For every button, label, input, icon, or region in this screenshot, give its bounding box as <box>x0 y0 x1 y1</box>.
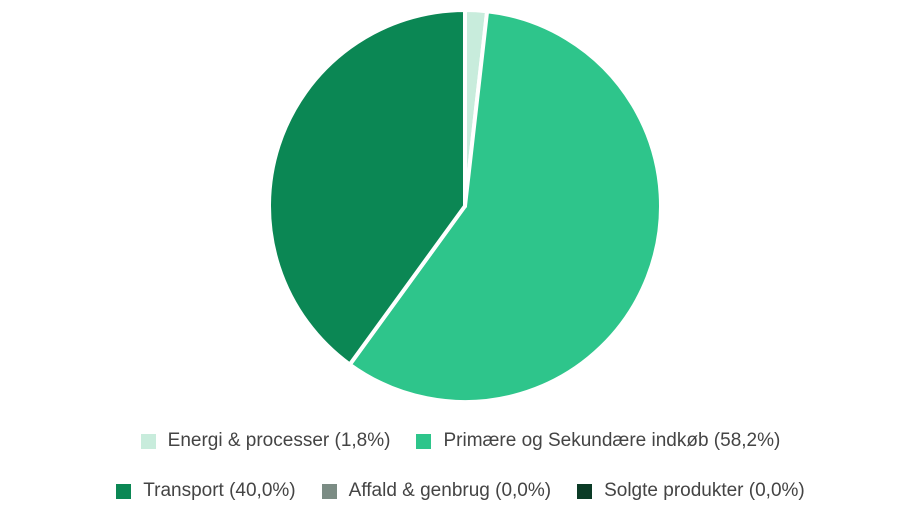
pie-slice <box>267 8 467 367</box>
legend-swatch <box>140 433 156 449</box>
pie <box>267 8 663 404</box>
legend-item: Primære og Sekundære indkøb (58,2%) <box>416 430 780 452</box>
legend-row: Transport (40,0%) Affald & genbrug (0,0%)… <box>0 480 921 502</box>
legend-item: Solgte produkter (0,0%) <box>577 480 805 502</box>
legend-label: Primære og Sekundære indkøb (58,2%) <box>443 430 781 451</box>
legend-label: Affald & genbrug (0,0%) <box>348 480 552 501</box>
legend-label: Energi & processer (1,8%) <box>167 430 391 451</box>
legend-item: Energi & processer (1,8%) <box>140 430 391 452</box>
legend-row: Energi & processer (1,8%) Primære og Seku… <box>0 430 921 452</box>
legend-label: Transport (40,0%) <box>143 480 296 501</box>
legend-swatch <box>321 483 337 499</box>
legend-item: Transport (40,0%) <box>116 480 296 502</box>
pie-slice <box>347 9 663 404</box>
legend-item: Affald & genbrug (0,0%) <box>321 480 552 502</box>
legend-swatch <box>577 483 593 499</box>
legend-swatch <box>416 433 432 449</box>
legend-label: Solgte produkter (0,0%) <box>604 480 805 501</box>
legend-swatch <box>116 483 132 499</box>
